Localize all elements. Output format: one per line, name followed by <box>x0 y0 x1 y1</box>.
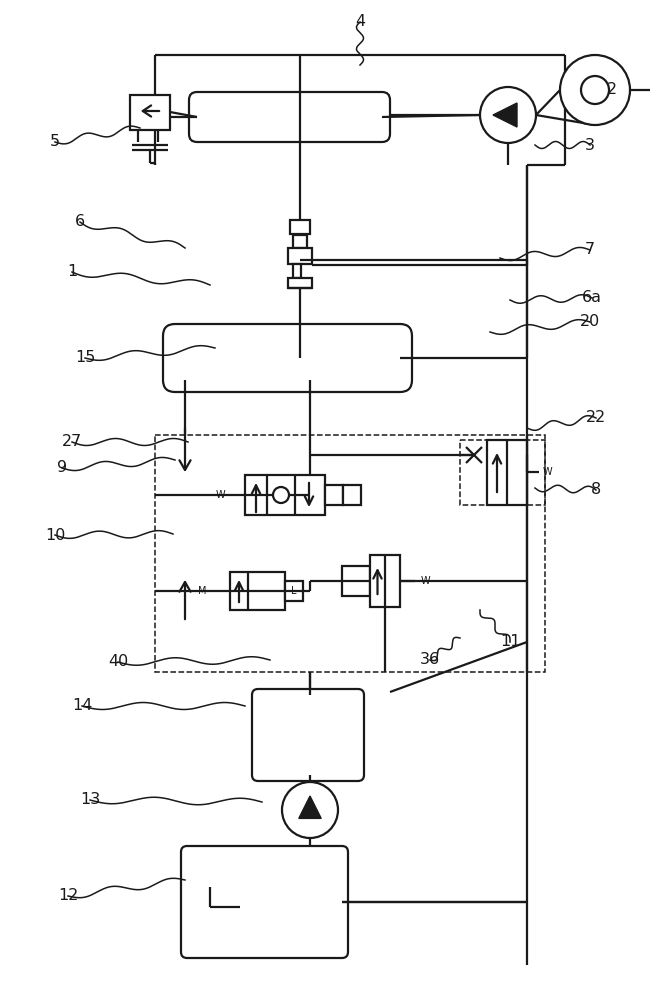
Text: M: M <box>198 586 206 596</box>
FancyBboxPatch shape <box>181 846 348 958</box>
Bar <box>134 97 164 125</box>
FancyBboxPatch shape <box>163 324 412 392</box>
Polygon shape <box>493 103 517 127</box>
Text: 14: 14 <box>72 698 92 714</box>
Bar <box>288 278 312 288</box>
Bar <box>460 440 545 505</box>
Bar <box>245 475 325 515</box>
Bar <box>325 485 343 505</box>
Bar <box>130 95 170 130</box>
Text: L: L <box>291 586 297 596</box>
Bar <box>293 264 301 278</box>
Text: 10: 10 <box>45 528 65 542</box>
Text: 12: 12 <box>58 888 78 904</box>
Text: 9: 9 <box>57 460 67 476</box>
Text: 1: 1 <box>67 264 77 279</box>
Text: 5: 5 <box>50 134 60 149</box>
Bar <box>290 220 310 234</box>
Bar <box>285 581 303 601</box>
Text: 3: 3 <box>585 137 595 152</box>
Text: 2: 2 <box>607 83 617 98</box>
Text: 27: 27 <box>62 434 82 450</box>
FancyBboxPatch shape <box>252 689 364 781</box>
Circle shape <box>560 55 630 125</box>
Text: 4: 4 <box>355 14 365 29</box>
Circle shape <box>581 76 609 104</box>
Bar <box>487 440 527 505</box>
Bar <box>370 555 400 607</box>
Bar <box>293 235 307 248</box>
Bar <box>230 572 285 610</box>
Text: 11: 11 <box>499 635 520 650</box>
Text: 22: 22 <box>586 410 606 426</box>
Text: W: W <box>542 467 552 477</box>
Bar <box>288 248 312 264</box>
Circle shape <box>282 782 338 838</box>
Text: 40: 40 <box>108 654 128 670</box>
Circle shape <box>273 487 289 503</box>
Polygon shape <box>299 796 321 818</box>
Text: W: W <box>215 490 225 500</box>
Text: 7: 7 <box>585 242 595 257</box>
Text: 15: 15 <box>75 351 95 365</box>
Text: 13: 13 <box>80 792 100 808</box>
Bar <box>342 566 370 596</box>
Text: 20: 20 <box>580 314 600 330</box>
Circle shape <box>480 87 536 143</box>
Text: 36: 36 <box>420 652 440 668</box>
Text: W: W <box>420 576 430 586</box>
Bar <box>155 435 545 672</box>
Text: 8: 8 <box>591 483 601 497</box>
Bar <box>343 485 361 505</box>
Text: 6a: 6a <box>582 290 602 306</box>
FancyBboxPatch shape <box>189 92 390 142</box>
Text: 6: 6 <box>75 215 85 230</box>
